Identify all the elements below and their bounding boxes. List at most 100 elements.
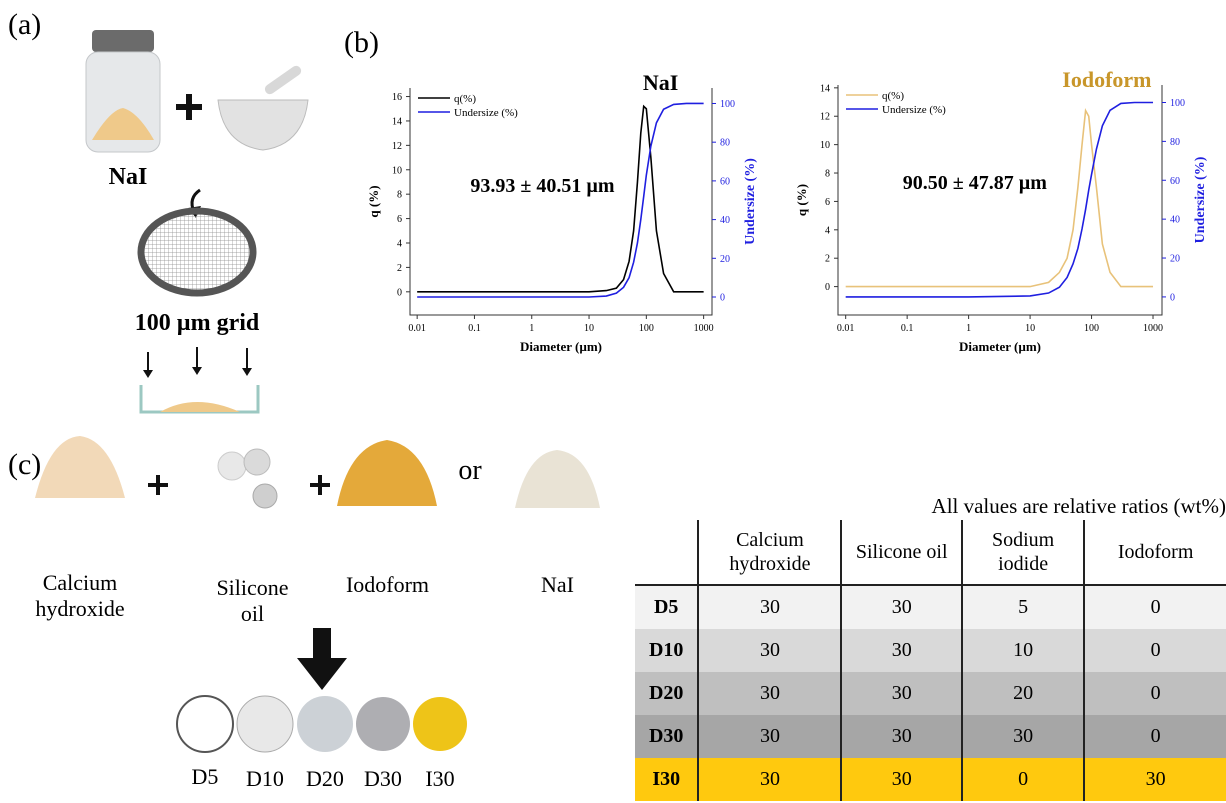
panel-label: (c) <box>8 448 41 482</box>
y-tick-label: 16 <box>392 92 402 103</box>
header-cell: Calcium hydroxide <box>698 520 841 585</box>
cell: 30 <box>1084 758 1226 801</box>
x-tick-label: 100 <box>639 323 654 334</box>
plus <box>176 94 202 120</box>
mortar <box>218 100 308 150</box>
y-tick-label: 0 <box>397 287 402 298</box>
chart-title: NaI <box>643 70 678 95</box>
annotation: 93.93 ± 40.51 µm <box>470 175 615 197</box>
legend-label: q(%) <box>454 93 476 105</box>
sample-label: D5 <box>180 764 230 790</box>
x-tick-label: 10 <box>584 323 594 334</box>
pestle <box>263 64 303 96</box>
cell: 30 <box>841 629 962 672</box>
table-row: I303030030 <box>635 758 1226 801</box>
y-tick-label: 12 <box>392 141 402 152</box>
cell: 30 <box>841 758 962 801</box>
x-tick-label: 0.01 <box>837 323 855 334</box>
axis <box>838 85 1162 315</box>
x-tick-label: 0.1 <box>468 323 481 334</box>
chart-title: Iodoform <box>1062 67 1151 92</box>
y2-tick-label: 60 <box>1170 176 1180 187</box>
y-tick-label: 2 <box>397 263 402 274</box>
grid <box>141 211 253 293</box>
sample-disc <box>413 697 467 751</box>
y2-axis-label: Undersize (%) <box>743 158 758 245</box>
jar-label: NaI <box>88 164 168 190</box>
sample-label: I30 <box>415 766 465 792</box>
y2-tick-label: 80 <box>1170 137 1180 148</box>
cell: 10 <box>962 629 1084 672</box>
pile <box>35 436 125 498</box>
row-label: D10 <box>635 629 698 672</box>
y2-tick-label: 40 <box>1170 215 1180 226</box>
cell: 30 <box>698 672 841 715</box>
material-label: NaI <box>520 572 595 598</box>
or-label: or <box>450 458 490 484</box>
x-tick-label: 0.1 <box>901 323 914 334</box>
header-cell: Iodoform <box>1084 520 1226 585</box>
cell: 0 <box>1084 585 1226 629</box>
cell: 30 <box>698 585 841 629</box>
y-tick-label: 6 <box>825 197 830 208</box>
y-tick-label: 12 <box>820 112 830 123</box>
y-axis-label: q (%) <box>366 185 381 217</box>
annotation: 90.50 ± 47.87 µm <box>903 172 1048 194</box>
sample-disc <box>356 697 410 751</box>
sample-label: D20 <box>300 766 350 792</box>
legend-label: Undersize (%) <box>454 107 518 119</box>
row-label: D5 <box>635 585 698 629</box>
y2-tick-label: 100 <box>1170 98 1185 109</box>
big-arrow <box>297 628 347 690</box>
x-axis-label: Diameter (µm) <box>959 339 1041 354</box>
y-tick-label: 8 <box>397 190 402 201</box>
series-line <box>846 111 1153 287</box>
series-line <box>417 106 703 292</box>
grid-label: 100 µm grid <box>97 310 297 336</box>
series-line <box>846 102 1153 296</box>
table-note: All values are relative ratios (wt%) <box>740 494 1226 519</box>
y-axis-label: q (%) <box>794 184 809 216</box>
powder <box>160 402 240 412</box>
y-tick-label: 4 <box>397 238 402 249</box>
y2-tick-label: 80 <box>720 138 730 149</box>
cell: 5 <box>962 585 1084 629</box>
material-label: Iodoform <box>330 572 445 598</box>
drop <box>218 452 246 480</box>
cell: 30 <box>841 715 962 758</box>
header-cell: Silicone oil <box>841 520 962 585</box>
cell: 30 <box>841 672 962 715</box>
cell: 30 <box>962 715 1084 758</box>
jar-lid <box>92 30 154 52</box>
drop <box>244 449 270 475</box>
y-tick-label: 10 <box>392 165 402 176</box>
axis <box>410 88 712 315</box>
x-tick-label: 100 <box>1084 323 1099 334</box>
panel-label: (b) <box>344 26 379 60</box>
sample-label: D10 <box>240 766 290 792</box>
table-row: D5303050 <box>635 585 1226 629</box>
cell: 30 <box>698 715 841 758</box>
figure: 0.010.1110100100002468101214160204060801… <box>0 0 1226 803</box>
y-tick-label: 14 <box>392 116 402 127</box>
series-line <box>417 103 703 297</box>
sample-disc <box>237 696 293 752</box>
panel-label: (a) <box>8 8 41 42</box>
cell: 30 <box>841 585 962 629</box>
y2-tick-label: 0 <box>720 293 725 304</box>
material-label: Calcium hydroxide <box>20 570 140 622</box>
y-tick-label: 0 <box>825 282 830 293</box>
y2-tick-label: 20 <box>1170 254 1180 265</box>
x-tick-label: 0.01 <box>408 323 426 334</box>
x-tick-label: 1 <box>966 323 971 334</box>
y-tick-label: 8 <box>825 169 830 180</box>
row-label: I30 <box>635 758 698 801</box>
drop <box>253 484 277 508</box>
cell: 0 <box>962 758 1084 801</box>
material-label: Silicone oil <box>205 575 300 627</box>
y2-tick-label: 40 <box>720 215 730 226</box>
